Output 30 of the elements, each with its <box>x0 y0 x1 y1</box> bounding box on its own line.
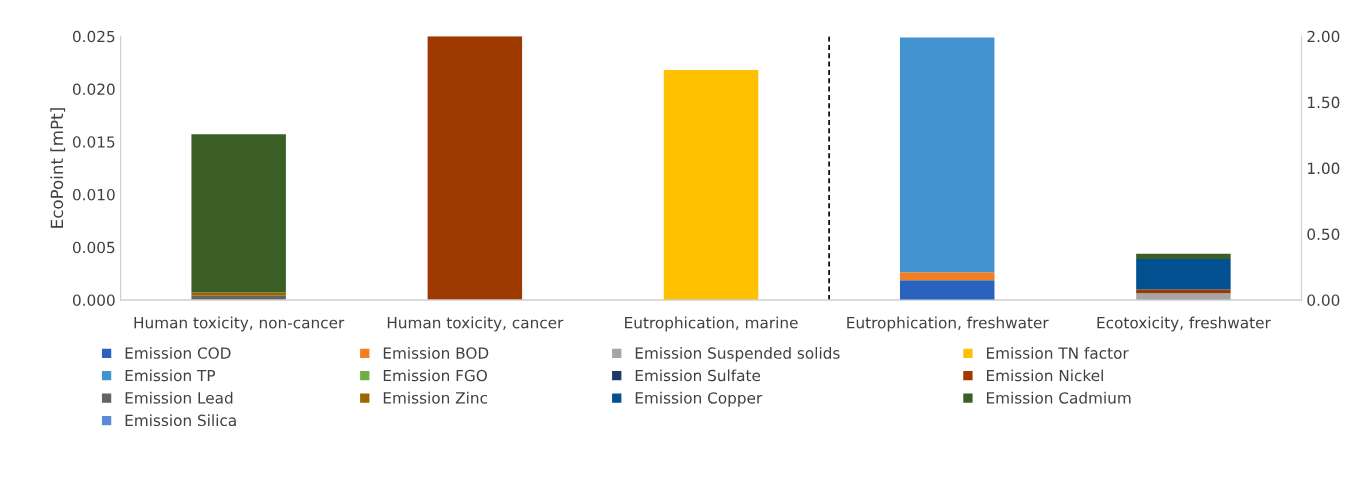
legend-label: Emission Suspended solids <box>635 347 840 362</box>
x-tick-label: Eutrophication, freshwater <box>847 316 1049 332</box>
legend-label: Emission Zinc <box>383 391 488 404</box>
legend-label: Emission Nickel <box>987 369 1103 382</box>
legend-label: Emission Silica <box>125 414 236 427</box>
y-tick-label: 0.025 <box>72 30 115 43</box>
legend-label: Emission Copper <box>635 391 763 407</box>
x-tick-label: Ecotoxicity, freshwater <box>1097 316 1271 332</box>
legend-label: Emission COD <box>125 347 231 359</box>
legend-label: Emission TN factor <box>987 347 1129 359</box>
y-axis-title: EcoPoint [mPt] <box>50 108 66 228</box>
y2-tick-label: 1.50 <box>1308 96 1340 109</box>
y-tick-label: 0.010 <box>72 188 115 201</box>
y2-tick-label: 0.50 <box>1307 228 1340 241</box>
legend-label: Emission Cadmium <box>987 391 1131 404</box>
legend-label: Emission Sulfate <box>635 369 761 382</box>
y2-tick-label: 2.00 <box>1307 30 1340 43</box>
y-tick-label: 0.005 <box>72 241 115 254</box>
y2-tick-label: 1.00 <box>1308 162 1340 175</box>
x-tick-label: Human toxicity, non-cancer <box>134 316 345 332</box>
legend-label: Emission BOD <box>383 347 489 359</box>
legend-label: Emission FGO <box>383 369 487 382</box>
x-tick-label: Human toxicity, cancer <box>387 316 564 332</box>
y-tick-label: 0.020 <box>72 83 115 95</box>
y-tick-label: 0.000 <box>72 294 115 306</box>
y2-tick-label: 0.00 <box>1307 294 1340 306</box>
y-tick-label: 0.015 <box>72 136 115 148</box>
x-tick-label: Eutrophication, marine <box>625 316 798 332</box>
legend-label: Emission TP <box>125 369 216 382</box>
legend-label: Emission Lead <box>125 391 233 404</box>
